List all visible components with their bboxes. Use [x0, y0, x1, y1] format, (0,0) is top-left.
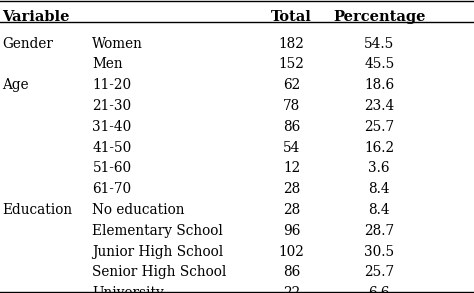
Text: 22: 22 [283, 286, 300, 293]
Text: 21-30: 21-30 [92, 99, 132, 113]
Text: 11-20: 11-20 [92, 78, 132, 92]
Text: No education: No education [92, 203, 185, 217]
Text: 51-60: 51-60 [92, 161, 132, 176]
Text: 86: 86 [283, 120, 300, 134]
Text: 30.5: 30.5 [364, 245, 394, 259]
Text: 54.5: 54.5 [364, 37, 394, 51]
Text: 41-50: 41-50 [92, 141, 132, 155]
Text: 78: 78 [283, 99, 300, 113]
Text: 31-40: 31-40 [92, 120, 132, 134]
Text: 96: 96 [283, 224, 300, 238]
Text: Age: Age [2, 78, 29, 92]
Text: Total: Total [271, 10, 312, 24]
Text: 8.4: 8.4 [368, 182, 390, 196]
Text: Women: Women [92, 37, 143, 51]
Text: 3.6: 3.6 [368, 161, 390, 176]
Text: 25.7: 25.7 [364, 265, 394, 280]
Text: 182: 182 [279, 37, 304, 51]
Text: Men: Men [92, 57, 123, 71]
Text: 28: 28 [283, 203, 300, 217]
Text: 54: 54 [283, 141, 300, 155]
Text: 86: 86 [283, 265, 300, 280]
Text: 28.7: 28.7 [364, 224, 394, 238]
Text: Variable: Variable [2, 10, 70, 24]
Text: 102: 102 [279, 245, 304, 259]
Text: 62: 62 [283, 78, 300, 92]
Text: 6.6: 6.6 [368, 286, 390, 293]
Text: 23.4: 23.4 [364, 99, 394, 113]
Text: 28: 28 [283, 182, 300, 196]
Text: 16.2: 16.2 [364, 141, 394, 155]
Text: 152: 152 [279, 57, 304, 71]
Text: Gender: Gender [2, 37, 53, 51]
Text: Education: Education [2, 203, 73, 217]
Text: Percentage: Percentage [333, 10, 426, 24]
Text: Senior High School: Senior High School [92, 265, 227, 280]
Text: 18.6: 18.6 [364, 78, 394, 92]
Text: Junior High School: Junior High School [92, 245, 224, 259]
Text: 12: 12 [283, 161, 300, 176]
Text: 8.4: 8.4 [368, 203, 390, 217]
Text: University: University [92, 286, 164, 293]
Text: 61-70: 61-70 [92, 182, 132, 196]
Text: Elementary School: Elementary School [92, 224, 223, 238]
Text: 45.5: 45.5 [364, 57, 394, 71]
Text: 25.7: 25.7 [364, 120, 394, 134]
